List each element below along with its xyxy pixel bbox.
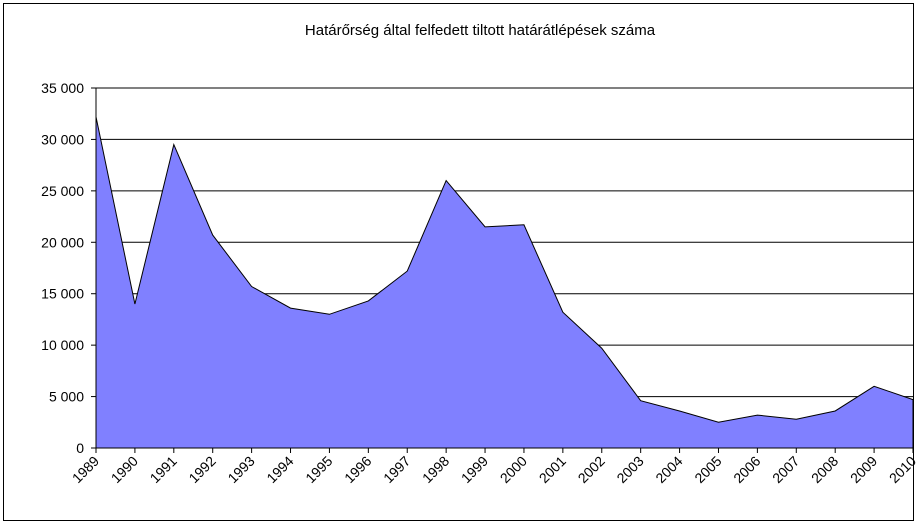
y-tick-label: 5 000 xyxy=(49,389,84,405)
y-tick-label: 15 000 xyxy=(41,286,84,302)
y-tick-label: 10 000 xyxy=(41,337,84,353)
chart-title: Határőrség által felfedett tiltott határ… xyxy=(305,22,656,39)
y-tick-label: 20 000 xyxy=(41,234,84,250)
area xyxy=(95,116,914,449)
y-tick-label: 30 000 xyxy=(41,131,84,147)
y-tick-label: 0 xyxy=(76,440,84,456)
y-tick-label: 25 000 xyxy=(41,183,84,199)
y-tick-label: 35 000 xyxy=(41,80,84,96)
